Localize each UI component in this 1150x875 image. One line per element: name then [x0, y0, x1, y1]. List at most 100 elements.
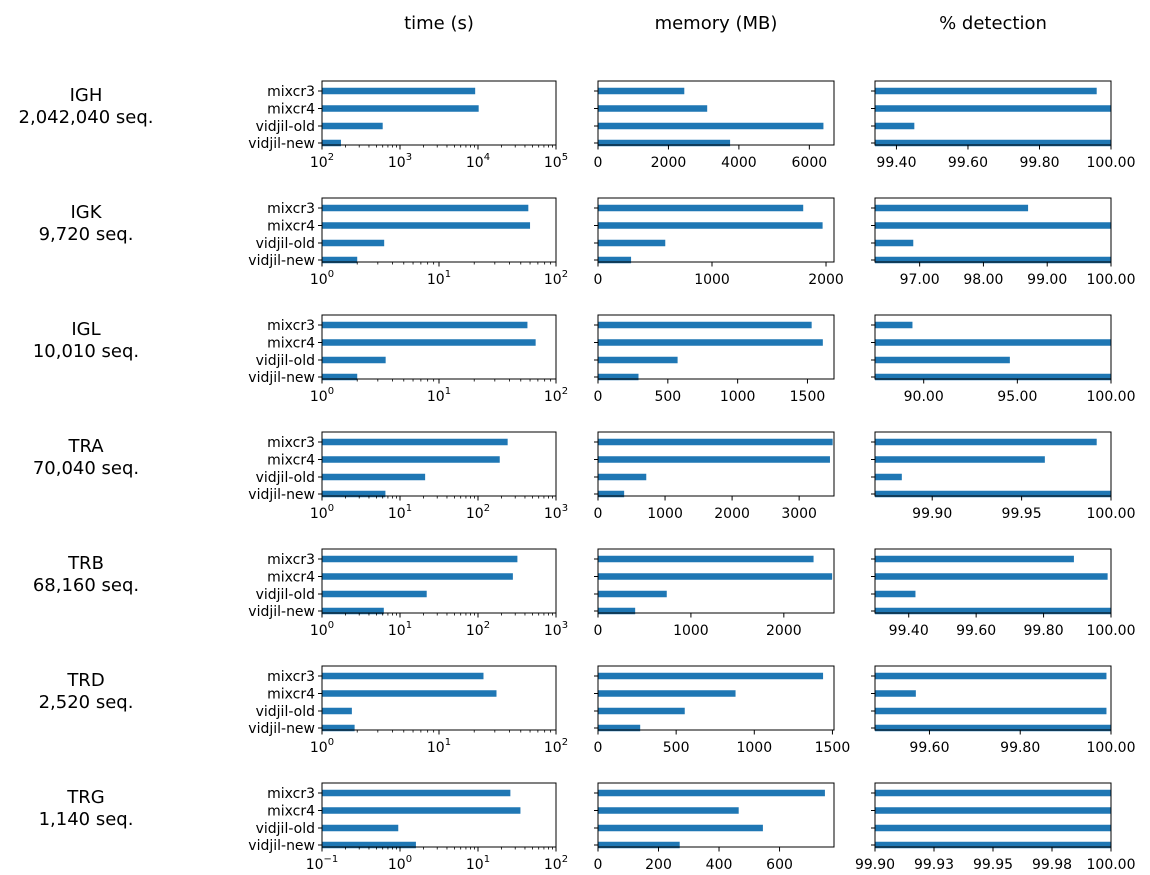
row-title: TRG — [66, 787, 104, 808]
x-tick-label: 99.80 — [1000, 740, 1040, 756]
x-tick-label: 100.00 — [1087, 272, 1136, 288]
x-tick-label: 100 — [388, 854, 412, 873]
x-tick-label: 98.00 — [963, 272, 1003, 288]
x-tick-label: 101 — [427, 386, 451, 405]
x-tick-label: 1000 — [694, 272, 730, 288]
category-label-vidjil-old: vidjil-old — [256, 821, 315, 837]
category-label-mixcr3: mixcr3 — [267, 552, 315, 568]
bar-vidjil-new — [322, 607, 384, 615]
bar-vidjil-old — [322, 707, 352, 715]
category-label-vidjil-new: vidjil-new — [248, 838, 315, 854]
x-tick-label: 0 — [594, 740, 603, 756]
bar-mixcr4 — [875, 222, 1111, 229]
axes-frame — [874, 314, 1112, 380]
x-tick-label: 600 — [766, 857, 793, 873]
x-tick-label: 99.80 — [1019, 155, 1059, 171]
axes-frame — [597, 314, 835, 380]
x-tick-label: 100.00 — [1087, 389, 1136, 405]
bar-mixcr4 — [598, 690, 736, 697]
x-tick-label: 99.95 — [1002, 506, 1042, 522]
x-tick-label: 90.00 — [904, 389, 944, 405]
bar-mixcr4 — [322, 690, 497, 697]
x-tick-label: 0 — [594, 623, 603, 639]
x-tick-label: 102 — [544, 269, 568, 288]
detection-panel: 99.60 99.80 100.00 — [871, 665, 1136, 756]
axes-frame — [597, 431, 835, 497]
bar-mixcr4 — [875, 339, 1111, 346]
bar-mixcr3 — [875, 321, 913, 329]
category-label-mixcr3: mixcr3 — [267, 435, 315, 451]
bar-vidjil-old — [322, 824, 399, 832]
bar-mixcr3 — [322, 321, 528, 329]
bar-vidjil-old — [598, 824, 763, 832]
category-label-vidjil-new: vidjil-new — [248, 370, 315, 386]
bar-mixcr3 — [322, 672, 484, 680]
x-tick-label: 99.40 — [889, 623, 929, 639]
x-tick-label: 100 — [310, 386, 334, 405]
x-tick-label: 100 — [310, 737, 334, 756]
x-tick-label: 102 — [544, 854, 568, 873]
bar-vidjil-old — [875, 239, 914, 247]
bar-vidjil-old — [322, 473, 426, 481]
row-subtitle: 1,140 seq. — [39, 809, 134, 830]
memory-panel: 0 1000 2000 3000 — [594, 431, 835, 522]
category-label-mixcr3: mixcr3 — [267, 84, 315, 100]
x-tick-label: 400 — [706, 857, 733, 873]
bar-vidjil-new — [322, 373, 358, 381]
bar-vidjil-new — [598, 256, 632, 264]
bar-vidjil-new — [598, 724, 641, 732]
x-tick-label: 0 — [594, 857, 603, 873]
detection-panel: 99.40 99.60 99.80 100.00 — [871, 80, 1136, 171]
bar-mixcr3 — [598, 321, 812, 329]
bar-mixcr3 — [322, 204, 529, 212]
bar-vidjil-new — [875, 373, 1111, 381]
detection-panel: 99.90 99.93 99.95 99.98 100.00 — [855, 782, 1136, 873]
x-tick-label: 102 — [466, 620, 490, 639]
category-label-vidjil-new: vidjil-new — [248, 487, 315, 503]
x-tick-label: 104 — [466, 152, 490, 171]
axes-frame — [597, 782, 835, 848]
category-label-vidjil-old: vidjil-old — [256, 236, 315, 252]
category-label-mixcr4: mixcr4 — [267, 453, 315, 469]
x-tick-label: 99.98 — [1032, 857, 1072, 873]
bar-mixcr4 — [875, 573, 1108, 580]
x-tick-label: 99.40 — [876, 155, 916, 171]
bar-vidjil-new — [322, 490, 386, 498]
x-tick-label: 100.00 — [1087, 857, 1136, 873]
x-tick-label: 101 — [466, 854, 490, 873]
memory-panel: 0 1000 2000 — [594, 197, 844, 288]
bar-vidjil-old — [598, 473, 647, 481]
category-label-mixcr4: mixcr4 — [267, 219, 315, 235]
bar-mixcr4 — [598, 105, 708, 112]
bar-mixcr4 — [598, 456, 830, 463]
bar-vidjil-new — [875, 607, 1111, 615]
category-label-mixcr4: mixcr4 — [267, 570, 315, 586]
bar-vidjil-old — [598, 590, 667, 598]
category-label-mixcr3: mixcr3 — [267, 201, 315, 217]
x-tick-label: 99.60 — [948, 155, 988, 171]
row-subtitle: 70,040 seq. — [33, 458, 139, 479]
row-title: TRA — [67, 436, 104, 457]
x-tick-label: 100 — [310, 269, 334, 288]
axes-frame — [321, 782, 557, 848]
bar-mixcr3 — [598, 204, 804, 212]
x-tick-label: 101 — [388, 620, 412, 639]
bar-vidjil-old — [875, 707, 1107, 715]
bar-vidjil-old — [598, 239, 666, 247]
bar-vidjil-new — [598, 607, 636, 615]
x-tick-label: 2000 — [651, 155, 687, 171]
memory-panel: 0 1000 2000 — [594, 548, 835, 639]
category-label-vidjil-old: vidjil-old — [256, 587, 315, 603]
axes-frame — [321, 80, 557, 146]
category-label-mixcr3: mixcr3 — [267, 669, 315, 685]
x-tick-label: 0 — [594, 506, 603, 522]
x-tick-label: 1000 — [720, 389, 756, 405]
bar-vidjil-new — [875, 256, 1111, 264]
